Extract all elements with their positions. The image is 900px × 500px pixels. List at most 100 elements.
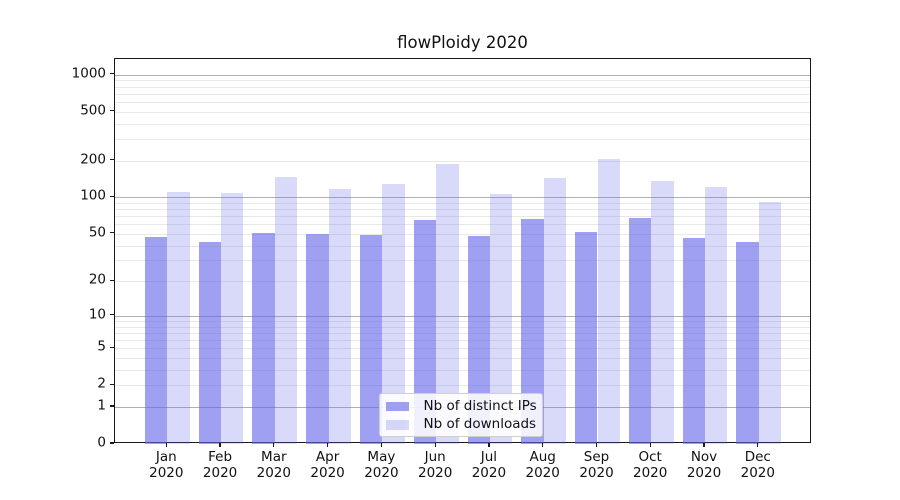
major-gridline-10 (115, 315, 810, 317)
minor-gridline-70 (115, 216, 810, 218)
ytick-mark-1000 (110, 73, 114, 75)
bar-downloads-jul-2020 (489, 194, 513, 444)
bar-downloads-jan-2020 (167, 192, 190, 444)
legend-swatch-downloads (386, 420, 409, 430)
minor-gridline-5 (115, 348, 810, 350)
xtick-mark-3 (273, 443, 275, 447)
minor-gridline-600 (115, 101, 810, 103)
minor-gridline-9 (115, 320, 810, 322)
ytick-label-500: 500 (80, 101, 106, 118)
minor-gridline-60 (115, 224, 810, 226)
xtick-label-sep-2020: Sep 2020 (579, 449, 614, 481)
legend-swatch-distinct-ips (386, 401, 409, 411)
ytick-mark-1 (110, 405, 114, 407)
minor-gridline-6 (115, 340, 810, 341)
bar-distinct-ips-jun-2020 (413, 220, 437, 444)
ytick-label-200: 200 (80, 150, 106, 167)
xtick-label-dec-2020: Dec 2020 (740, 449, 775, 481)
xtick-label-may-2020: May 2020 (364, 449, 399, 481)
xtick-label-nov-2020: Nov 2020 (686, 449, 722, 481)
ytick-mark-100 (110, 195, 114, 197)
xtick-label-feb-2020: Feb 2020 (202, 449, 238, 481)
bar-downloads-nov-2020 (705, 187, 728, 444)
xtick-mark-12 (757, 443, 759, 447)
minor-gridline-20 (115, 281, 810, 283)
minor-gridline-500 (115, 111, 810, 113)
bar-distinct-ips-jan-2020 (144, 237, 168, 444)
minor-gridline-200 (115, 160, 810, 162)
xtick-mark-5 (380, 443, 382, 447)
bar-distinct-ips-nov-2020 (682, 238, 705, 444)
minor-gridline-8 (115, 326, 810, 328)
minor-gridline-3 (115, 369, 810, 371)
ytick-mark-5 (110, 346, 114, 348)
ytick-mark-200 (110, 158, 114, 161)
minor-gridline-400 (115, 123, 810, 125)
ytick-label-10: 10 (88, 306, 106, 323)
minor-gridline-30 (115, 260, 810, 262)
xtick-mark-7 (488, 443, 490, 447)
minor-gridline-300 (115, 138, 810, 140)
xtick-label-oct-2020: Oct 2020 (633, 449, 668, 481)
bar-downloads-jun-2020 (436, 163, 459, 444)
minor-gridline-900 (115, 80, 810, 82)
major-gridline-1000 (115, 74, 810, 76)
xtick-mark-4 (327, 443, 329, 447)
bar-distinct-ips-may-2020 (360, 234, 383, 444)
ytick-mark-0 (110, 442, 114, 444)
xtick-label-mar-2020: Mar 2020 (256, 449, 291, 481)
bar-distinct-ips-oct-2020 (628, 217, 652, 444)
bar-distinct-ips-feb-2020 (198, 241, 222, 444)
minor-gridline-90 (115, 202, 810, 204)
minor-gridline-80 (115, 209, 810, 211)
xtick-mark-10 (649, 443, 651, 447)
bar-downloads-oct-2020 (651, 181, 674, 444)
xtick-label-jun-2020: Jun 2020 (418, 449, 453, 481)
ytick-label-50: 50 (88, 224, 106, 241)
bar-distinct-ips-sep-2020 (575, 231, 598, 444)
minor-gridline-40 (115, 245, 810, 247)
xtick-label-jul-2020: Jul 2020 (471, 449, 507, 481)
xtick-label-aug-2020: Aug 2020 (525, 449, 560, 481)
bar-downloads-sep-2020 (597, 159, 620, 444)
bar-downloads-mar-2020 (274, 176, 298, 444)
bar-distinct-ips-aug-2020 (521, 219, 544, 444)
legend-row-downloads: Nb of downloads (380, 416, 542, 435)
minor-gridline-50 (115, 233, 810, 235)
legend-label-downloads: Nb of downloads (423, 416, 537, 432)
legend-row-distinct-ips: Nb of distinct IPs (380, 397, 542, 416)
bar-downloads-apr-2020 (328, 188, 351, 444)
legend: Nb of distinct IPs Nb of downloads (379, 393, 543, 437)
xtick-mark-2 (219, 443, 221, 447)
minor-gridline-700 (115, 93, 810, 95)
ytick-mark-20 (110, 279, 114, 281)
ytick-label-5: 5 (97, 338, 106, 355)
bar-distinct-ips-apr-2020 (306, 233, 329, 444)
legend-label-distinct-ips: Nb of distinct IPs (423, 397, 537, 414)
ytick-mark-10 (110, 314, 114, 316)
ytick-label-0: 0 (97, 434, 106, 451)
ytick-label-1000: 1000 (71, 64, 106, 81)
chart-title: flowPloidy 2020 (397, 33, 528, 52)
xtick-mark-11 (703, 443, 705, 447)
plot-area (114, 58, 811, 444)
ytick-label-2: 2 (97, 375, 106, 392)
xtick-label-apr-2020: Apr 2020 (310, 449, 345, 481)
ytick-label-100: 100 (80, 187, 106, 204)
major-gridline-100 (115, 197, 810, 199)
xtick-mark-9 (595, 443, 598, 447)
ytick-label-1: 1 (97, 397, 106, 414)
ytick-mark-2 (110, 383, 114, 385)
minor-gridline-7 (115, 332, 810, 334)
bar-downloads-aug-2020 (543, 178, 567, 444)
xtick-mark-8 (542, 443, 544, 447)
bar-distinct-ips-mar-2020 (252, 232, 275, 444)
ytick-label-20: 20 (88, 271, 106, 288)
bar-distinct-ips-dec-2020 (736, 241, 759, 444)
bar-downloads-dec-2020 (758, 201, 782, 444)
xtick-mark-1 (165, 443, 167, 447)
ytick-mark-50 (110, 232, 114, 234)
xtick-mark-6 (434, 443, 436, 447)
ytick-mark-500 (110, 110, 114, 112)
